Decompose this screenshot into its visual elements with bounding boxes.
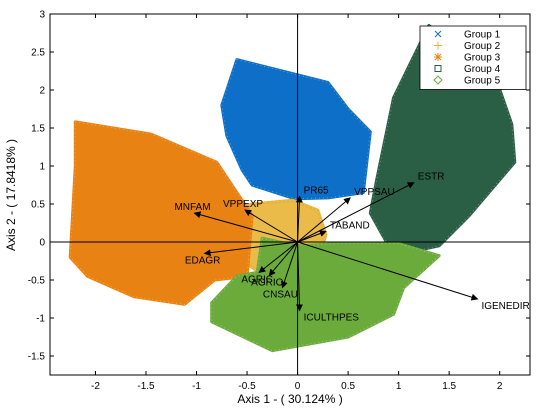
- y-tick-label: -0.5: [28, 276, 46, 287]
- hull-edge-group-3: [69, 121, 253, 305]
- legend-label-group-5: Group 5: [464, 76, 501, 87]
- x-tick-label: -1: [192, 381, 201, 392]
- vector-label-pr65: PR65: [304, 185, 329, 196]
- legend-label-group-1: Group 1: [464, 30, 501, 41]
- y-axis-label: Axis 2 - ( 17.8418% ): [4, 139, 18, 251]
- vector-agric: [258, 241, 298, 274]
- vector-label-edagr: EDAGR: [185, 255, 221, 266]
- axes: [50, 14, 530, 375]
- vector-taband: [297, 230, 327, 243]
- vector-agrio: [268, 241, 298, 277]
- vector-iculthpes: [295, 241, 303, 312]
- y-tick-label: -1.5: [28, 352, 46, 363]
- hull-edge-group-1: [221, 59, 371, 200]
- x-tick-label: -1.5: [137, 381, 155, 392]
- vector-label-taband: TABAND: [330, 220, 370, 231]
- x-tick-label: 1: [396, 381, 402, 392]
- vector-label-vppsau: VPPSAU: [354, 187, 395, 198]
- y-tick-label: 1.5: [31, 124, 45, 135]
- vector-igenedir: [297, 241, 479, 301]
- hull-group-5: [210, 236, 441, 353]
- y-tick-label: 1: [39, 162, 45, 173]
- y-tick-label: 0.5: [31, 200, 45, 211]
- vector-estr: [297, 182, 415, 243]
- vector-label-estr: ESTR: [418, 172, 445, 183]
- vector-vppsau: [297, 197, 351, 243]
- x-tick-label: 2: [497, 381, 503, 392]
- vector-mnfam: [193, 211, 298, 243]
- legend-marker-group-5: [433, 75, 443, 85]
- ticks: -2 -1.5 -1 -0.5 0 0.5 1 1.5 2 -1.5 -1 -0.5 0 0.5 1 1.5 2…: [28, 10, 530, 392]
- x-tick-label: 0.5: [341, 381, 355, 392]
- x-axis-label: Axis 1 - ( 30.124% ): [237, 392, 342, 406]
- x-tick-label: 1.5: [442, 381, 456, 392]
- variable-vectors: ESTR PR65 VPPSAU VPPEXP MNFAM TABAND EDAGR AGRI…: [174, 172, 529, 324]
- plot-frame: [49, 13, 531, 376]
- y-tick-label: 2.5: [31, 48, 45, 59]
- vector-label-iculthpes: ICULTHPES: [304, 312, 360, 323]
- legend-marker-group-1: [434, 30, 442, 38]
- hull-edge-group-5: [211, 237, 441, 352]
- y-tick-label: 0: [39, 238, 45, 249]
- y-tick-label: 3: [39, 10, 45, 21]
- legend-marker-group-2: [434, 41, 442, 50]
- x-tick-label: -0.5: [238, 381, 256, 392]
- x-tick-label: -2: [91, 381, 100, 392]
- y-tick-label: -1: [36, 314, 45, 325]
- legend-label-group-3: Group 3: [464, 53, 501, 64]
- vector-edagr: [203, 241, 298, 257]
- hull-group-1: [220, 58, 372, 201]
- legend-label-group-4: Group 4: [464, 64, 501, 75]
- vector-label-vppexp: VPPEXP: [223, 199, 263, 210]
- vector-label-agric: AGRIC: [241, 274, 273, 285]
- vector-label-agrio: AGRIO: [251, 277, 283, 288]
- legend-marker-group-4: [434, 65, 442, 72]
- legend-marker-group-3: [434, 53, 442, 61]
- vector-label-cnsau: CNSAU: [263, 290, 298, 301]
- vector-cnsau: [280, 241, 299, 289]
- vector-label-igenedir: IGENEDIR: [481, 301, 529, 312]
- y-tick-label: 2: [39, 86, 45, 97]
- legend-label-group-2: Group 2: [464, 41, 501, 52]
- vector-vppexp: [244, 209, 298, 243]
- vector-pr65: [295, 195, 303, 243]
- vector-label-mnfam: MNFAM: [174, 202, 210, 213]
- x-tick-label: 0: [295, 381, 301, 392]
